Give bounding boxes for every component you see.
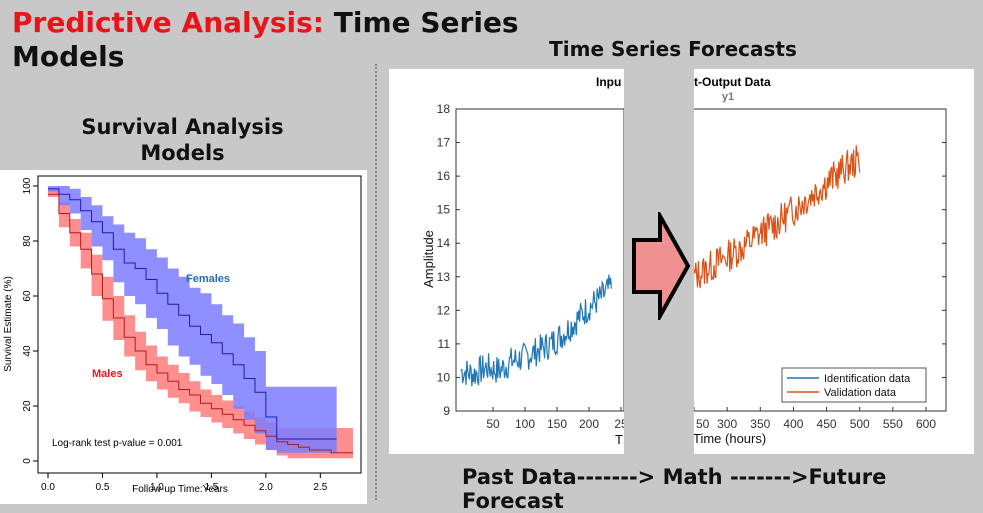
- section-divider: [375, 64, 377, 500]
- forecast-right-xtick-label: 350: [750, 417, 770, 431]
- survival-xlabel: Follow-up Time:Years: [132, 484, 228, 495]
- forecast-xlabel-left: T: [615, 432, 623, 447]
- females-survival-line: [48, 188, 337, 440]
- forecast-right-xtick-label: 500: [850, 417, 870, 431]
- survival-chart-panel: 0.0 0.5 1.0 1.5 2.0 2.5 0 20 40 60 80 100 Females M…: [0, 170, 367, 504]
- survival-ytick-label: 40: [22, 345, 33, 357]
- forecast-right-xtick-label: 300: [717, 417, 737, 431]
- forecast-ytick-label: 12: [437, 303, 451, 317]
- survival-plot-frame: [37, 175, 362, 474]
- forecast-ytick-label: 10: [437, 370, 451, 384]
- forecast-ytick-label: 13: [437, 270, 451, 284]
- survival-xtick-label: 0.0: [41, 482, 55, 493]
- survival-ytick-label: 20: [22, 400, 33, 412]
- validation-data-line: [693, 145, 861, 289]
- females-label: Females: [186, 273, 230, 285]
- legend-box: [781, 367, 927, 403]
- forecast-left-xtick-label: 150: [547, 417, 567, 431]
- survival-xtick-label: 2.0: [259, 482, 273, 493]
- forecast-ytick-label: 16: [437, 169, 451, 183]
- forecast-left-xtick-label: 25: [614, 417, 624, 431]
- survival-ylabel: Survival Estimate (%): [3, 276, 14, 372]
- slide-title: Predictive Analysis: Time Series Models: [12, 6, 519, 74]
- survival-ytick-label: 100: [22, 177, 33, 194]
- survival-heading-line1: Survival Analysis: [81, 115, 284, 139]
- forecast-right-xtick-label: 400: [783, 417, 803, 431]
- forecast-ylabel: Amplitude: [421, 230, 436, 288]
- forecast-panel-right: t-Output Data y1 50 300 350 400 450 500 550 600…: [692, 69, 974, 454]
- panel-subtitle-right: y1: [722, 91, 734, 103]
- survival-heading: Survival Analysis Models: [60, 114, 305, 166]
- survival-xtick-label: 2.5: [313, 482, 327, 493]
- forecast-ytick-label: 17: [437, 136, 451, 150]
- survival-xtick-label: 1.0: [150, 482, 164, 493]
- forecast-left-xtick-label: 200: [579, 417, 599, 431]
- females-confidence-band: [48, 186, 337, 453]
- survival-xtick-label: 0.5: [96, 482, 110, 493]
- survival-heading-line2: Models: [140, 141, 225, 165]
- forecast-arrow-icon: [632, 212, 691, 320]
- forecast-ytick-label: 15: [437, 203, 451, 217]
- panel-title-left: Inpu: [596, 75, 621, 89]
- title-accent: Predictive Analysis:: [12, 6, 325, 39]
- forecast-left-xtick-label: 100: [515, 417, 535, 431]
- identification-data-line: [460, 274, 612, 387]
- forecast-right-xtick-label: 450: [817, 417, 837, 431]
- forecast-ytick-label: 11: [438, 337, 451, 351]
- forecast-ytick-label: 18: [437, 102, 451, 116]
- title-line2: Models: [12, 40, 125, 73]
- legend-validation-label: Validation data: [824, 387, 897, 399]
- males-survival-line: [48, 193, 353, 454]
- forecast-right-xtick-label: 550: [883, 417, 903, 431]
- survival-xtick-label: 1.5: [204, 482, 218, 493]
- survival-ytick-label: 0: [22, 458, 33, 464]
- forecast-right-xtick-label: 50: [696, 417, 710, 431]
- forecast-legend: Identification data Validation data: [781, 367, 927, 403]
- forecast-right-xtick-label: 600: [916, 417, 936, 431]
- forecast-chart-left: Inpu 9 10 11 12 13 14 15 16 17 18 50 100 150 200 25 Am…: [421, 75, 628, 447]
- pvalue-text: Log-rank test p-value = 0.001: [52, 438, 183, 449]
- forecast-heading: Time Series Forecasts: [549, 37, 797, 61]
- forecast-ytick-label: 14: [437, 236, 451, 250]
- forecast-ytick-label: 9: [443, 404, 450, 418]
- title-rest: Time Series: [324, 6, 519, 39]
- panel-title-right: t-Output Data: [694, 75, 771, 89]
- survival-ytick-label: 80: [22, 235, 33, 247]
- survival-chart: 0.0 0.5 1.0 1.5 2.0 2.5 0 20 40 60 80 100 Females M…: [3, 175, 362, 495]
- footer-text: Past Data-------> Math ------->Future Fo…: [462, 465, 887, 513]
- survival-ytick-label: 60: [22, 290, 33, 302]
- forecast-left-xtick-label: 50: [486, 417, 500, 431]
- legend-identification-label: Identification data: [824, 373, 911, 385]
- forecast-chart-right: t-Output Data y1 50 300 350 400 450 500 550 600…: [692, 75, 947, 446]
- forecast-panel-left: Inpu 9 10 11 12 13 14 15 16 17 18 50 100 150 200 25 Am…: [389, 69, 628, 454]
- left-plot-frame: [455, 108, 625, 412]
- males-label: Males: [92, 368, 123, 380]
- forecast-xlabel-right: Time (hours): [694, 431, 766, 446]
